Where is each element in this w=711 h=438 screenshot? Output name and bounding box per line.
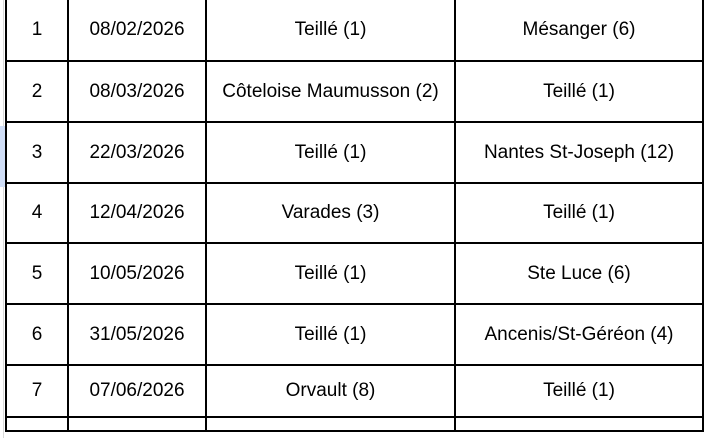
- home-team-cell[interactable]: Varades (3): [205, 182, 456, 244]
- date-cell[interactable]: 12/04/2026: [67, 182, 207, 244]
- table-row: 1 08/02/2026 Teillé (1) Mésanger (6): [5, 0, 704, 62]
- date-cell[interactable]: 08/02/2026: [67, 0, 207, 62]
- home-team-cell[interactable]: Teillé (1): [205, 121, 456, 184]
- match-number-cell[interactable]: 2: [5, 60, 69, 123]
- table-row: 2 08/03/2026 Côteloise Maumusson (2) Tei…: [5, 60, 704, 123]
- partial-next-row: [5, 416, 704, 432]
- home-team-cell[interactable]: Côteloise Maumusson (2): [205, 60, 456, 123]
- table-row: 3 22/03/2026 Teillé (1) Nantes St-Joseph…: [5, 121, 704, 184]
- away-team-cell[interactable]: Ste Luce (6): [454, 242, 704, 305]
- away-team-cell[interactable]: Teillé (1): [454, 60, 704, 123]
- home-team-cell[interactable]: Teillé (1): [205, 303, 456, 366]
- table-row: 4 12/04/2026 Varades (3) Teillé (1): [5, 182, 704, 244]
- match-number-cell[interactable]: 1: [5, 0, 69, 62]
- away-team-cell[interactable]: Ancenis/St-Géréon (4): [454, 303, 704, 366]
- match-number-cell[interactable]: 5: [5, 242, 69, 305]
- home-team-cell[interactable]: [205, 416, 456, 432]
- table-row: 7 07/06/2026 Orvault (8) Teillé (1): [5, 364, 704, 418]
- date-cell[interactable]: 08/03/2026: [67, 60, 207, 123]
- date-cell[interactable]: [67, 416, 207, 432]
- away-team-cell[interactable]: Mésanger (6): [454, 0, 704, 62]
- date-cell[interactable]: 07/06/2026: [67, 364, 207, 418]
- date-cell[interactable]: 10/05/2026: [67, 242, 207, 305]
- home-team-cell[interactable]: Orvault (8): [205, 364, 456, 418]
- match-number-cell[interactable]: 6: [5, 303, 69, 366]
- away-team-cell[interactable]: Nantes St-Joseph (12): [454, 121, 704, 184]
- match-number-cell[interactable]: 7: [5, 364, 69, 418]
- row-header-edge-line: [3, 0, 4, 438]
- partial-row-away-cell[interactable]: [454, 416, 704, 432]
- match-number-cell[interactable]: 4: [5, 182, 69, 244]
- away-team-cell[interactable]: Teillé (1): [454, 182, 704, 244]
- home-team-cell[interactable]: Teillé (1): [205, 0, 456, 62]
- date-cell[interactable]: 31/05/2026: [67, 303, 207, 366]
- date-cell[interactable]: 22/03/2026: [67, 121, 207, 184]
- away-team-cell[interactable]: Teillé (1): [454, 364, 704, 418]
- table-row: 5 10/05/2026 Teillé (1) Ste Luce (6): [5, 242, 704, 305]
- match-number-cell[interactable]: 3: [5, 121, 69, 184]
- match-number-cell[interactable]: [5, 416, 69, 432]
- active-row-indicator: [0, 126, 5, 187]
- home-team-cell[interactable]: Teillé (1): [205, 242, 456, 305]
- fixture-table: 1 08/02/2026 Teillé (1) Mésanger (6) 2 0…: [5, 0, 704, 432]
- table-row: 6 31/05/2026 Teillé (1) Ancenis/St-Géréo…: [5, 303, 704, 366]
